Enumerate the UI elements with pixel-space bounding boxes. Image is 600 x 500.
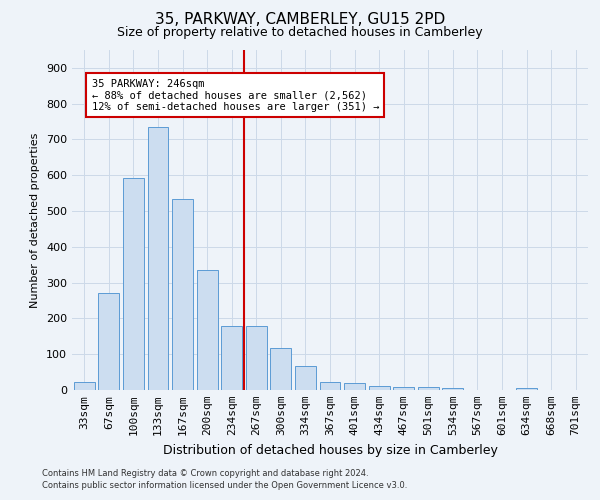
Text: Contains public sector information licensed under the Open Government Licence v3: Contains public sector information licen…	[42, 481, 407, 490]
Text: 35, PARKWAY, CAMBERLEY, GU15 2PD: 35, PARKWAY, CAMBERLEY, GU15 2PD	[155, 12, 445, 28]
Text: 35 PARKWAY: 246sqm
← 88% of detached houses are smaller (2,562)
12% of semi-deta: 35 PARKWAY: 246sqm ← 88% of detached hou…	[92, 78, 379, 112]
Bar	[516, 388, 537, 390]
Bar	[148, 127, 169, 390]
Bar	[393, 387, 414, 390]
Bar	[172, 198, 193, 390]
Bar	[246, 326, 267, 390]
Bar	[271, 348, 292, 390]
Bar	[320, 382, 340, 390]
Bar	[74, 382, 95, 390]
Bar	[442, 388, 463, 390]
Bar	[344, 383, 365, 390]
Bar	[197, 270, 218, 390]
Bar	[368, 386, 389, 390]
Text: Size of property relative to detached houses in Camberley: Size of property relative to detached ho…	[117, 26, 483, 39]
Bar	[123, 178, 144, 390]
Bar	[221, 326, 242, 390]
Y-axis label: Number of detached properties: Number of detached properties	[31, 132, 40, 308]
Text: Contains HM Land Registry data © Crown copyright and database right 2024.: Contains HM Land Registry data © Crown c…	[42, 468, 368, 477]
Bar	[98, 294, 119, 390]
X-axis label: Distribution of detached houses by size in Camberley: Distribution of detached houses by size …	[163, 444, 497, 456]
Bar	[295, 366, 316, 390]
Bar	[418, 388, 439, 390]
